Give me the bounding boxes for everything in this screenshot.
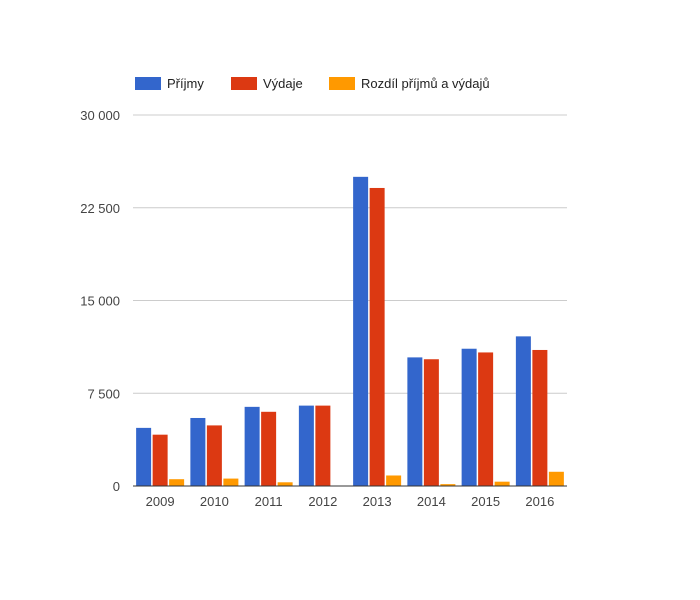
bar-2016-series-0[interactable]: [515, 336, 531, 486]
legend-label-prijmy: Příjmy: [167, 76, 204, 91]
x-tick-label-2013: 2013: [363, 494, 392, 509]
bar-2010-series-1[interactable]: [206, 425, 222, 486]
bar-2009-series-1[interactable]: [152, 434, 168, 486]
bar-2012-series-0[interactable]: [298, 405, 314, 486]
chart-legend: Příjmy Výdaje Rozdíl příjmů a výdajů: [135, 76, 490, 91]
bar-2013-series-2[interactable]: [386, 475, 402, 486]
bar-2012-series-1[interactable]: [315, 405, 331, 486]
bar-2014-series-0[interactable]: [407, 357, 423, 486]
bar-2010-series-0[interactable]: [190, 417, 206, 486]
x-tick-label-2014: 2014: [417, 494, 446, 509]
y-tick-label: 15 000: [80, 294, 120, 309]
x-tick-label-2015: 2015: [471, 494, 500, 509]
bar-2015-series-2[interactable]: [494, 481, 510, 486]
bar-2011-series-2[interactable]: [277, 482, 293, 486]
bar-2009-series-2[interactable]: [169, 479, 185, 486]
legend-swatch-prijmy: [135, 77, 161, 90]
bars: [136, 176, 564, 487]
bar-2009-series-0[interactable]: [136, 427, 152, 486]
bar-2015-series-1[interactable]: [478, 352, 494, 486]
legend-label-vydaje: Výdaje: [263, 76, 303, 91]
x-tick-label-2016: 2016: [525, 494, 554, 509]
gridlines: [133, 114, 567, 394]
y-tick-label: 0: [113, 479, 120, 494]
bar-2013-series-0[interactable]: [353, 176, 369, 487]
bar-2011-series-1[interactable]: [261, 411, 277, 486]
bar-2014-series-2[interactable]: [440, 484, 456, 486]
bar-2011-series-0[interactable]: [244, 406, 260, 486]
x-tick-label-2010: 2010: [200, 494, 229, 509]
x-tick-label-2009: 2009: [146, 494, 175, 509]
bar-2015-series-0[interactable]: [461, 348, 477, 486]
bar-2013-series-1[interactable]: [369, 187, 385, 487]
bar-2016-series-1[interactable]: [532, 349, 548, 486]
bar-2016-series-2[interactable]: [548, 471, 564, 486]
y-tick-label: 22 500: [80, 201, 120, 216]
legend-swatch-vydaje: [231, 77, 257, 90]
x-axis-ticks: 2009 2010 2011 2012 2013 2014 2015 2016: [146, 494, 555, 509]
y-axis-ticks: 0 7 500 15 000 22 500 30 000: [80, 108, 120, 494]
bar-2010-series-2[interactable]: [223, 478, 239, 486]
legend-label-rozdil: Rozdíl příjmů a výdajů: [361, 76, 490, 91]
legend-swatch-rozdil: [329, 77, 355, 90]
x-tick-label-2012: 2012: [308, 494, 337, 509]
y-tick-label: 30 000: [80, 108, 120, 123]
x-tick-label-2011: 2011: [255, 494, 283, 509]
y-tick-label: 7 500: [87, 386, 120, 401]
bar-2014-series-1[interactable]: [423, 359, 439, 486]
